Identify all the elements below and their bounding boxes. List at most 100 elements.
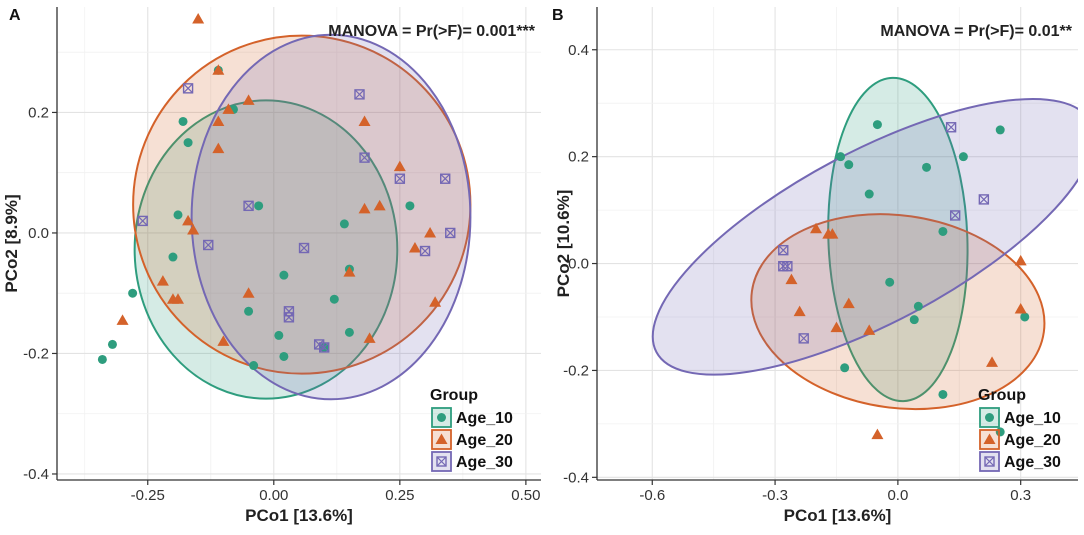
point-age-30 — [778, 261, 789, 272]
point-age-10 — [254, 201, 264, 211]
panel-a: -0.25 0.00 0.25 0.50 -0.4 -0.2 0.0 0.2 PCo1 [13.… — [2, 7, 541, 525]
legend-item-age-10: Age_10 — [979, 407, 1061, 428]
point-age-30 — [319, 342, 330, 353]
point-age-10 — [249, 361, 259, 371]
point-age-10 — [183, 138, 193, 148]
legend-marker — [983, 433, 996, 444]
point-age-10 — [844, 160, 854, 170]
legend: Group Age_10 Age_20 Age_30 — [430, 387, 513, 472]
legend-item-age-20: Age_20 — [431, 429, 513, 450]
point-age-20 — [343, 266, 356, 277]
ellipse-age-10 — [827, 76, 969, 403]
y-tick-label: 0.2 — [28, 104, 49, 121]
point-age-10 — [329, 294, 339, 304]
point-age-30 — [354, 89, 365, 100]
x-tick-label: -0.6 — [639, 487, 665, 504]
point-age-30 — [203, 239, 214, 251]
point-age-10 — [344, 327, 354, 337]
point-age-10 — [279, 351, 289, 361]
y-tick-label: -0.4 — [23, 466, 49, 483]
legend-item-age-30: Age_30 — [979, 451, 1061, 472]
point-age-10 — [922, 162, 932, 172]
x-axis-label: PCo1 [13.6%] — [245, 506, 353, 525]
confidence-ellipses — [651, 76, 1078, 411]
point-age-10 — [913, 301, 923, 311]
point-age-10 — [244, 306, 254, 316]
point-age-30 — [440, 173, 451, 184]
point-age-30 — [243, 200, 254, 212]
point-age-10 — [864, 189, 874, 199]
series-age-30 — [778, 122, 990, 344]
point-age-20 — [242, 94, 255, 105]
x-tick-label: -0.25 — [131, 487, 165, 504]
point-age-10 — [128, 288, 138, 298]
point-age-30 — [359, 152, 370, 163]
series-age-30 — [137, 83, 456, 353]
legend-title: Group — [430, 387, 478, 404]
point-age-20 — [793, 305, 806, 317]
point-age-20 — [212, 115, 225, 126]
point-age-10 — [872, 120, 882, 130]
plot-background — [597, 7, 1078, 480]
point-age-20 — [212, 64, 225, 75]
point-age-10 — [938, 226, 948, 236]
y-tick-label: 0.2 — [568, 149, 589, 166]
point-age-10 — [1020, 312, 1030, 322]
ellipse-age-30 — [190, 33, 472, 401]
x-tick-label: 0.3 — [1010, 487, 1031, 504]
x-tick-label: 0.50 — [511, 487, 540, 504]
point-age-10 — [168, 252, 178, 262]
ellipse-age-30 — [651, 97, 1078, 376]
legend-label: Age_30 — [1004, 454, 1061, 471]
point-age-30 — [394, 173, 406, 184]
point-age-20 — [363, 332, 376, 343]
point-age-10 — [958, 152, 968, 162]
point-age-20 — [1014, 254, 1027, 266]
legend-marker — [435, 433, 448, 444]
manova-annotation: MANOVA = Pr(>F)= 0.001*** — [328, 23, 536, 40]
manova-annotation: MANOVA = Pr(>F)= 0.01** — [880, 23, 1072, 40]
point-age-20 — [192, 13, 205, 24]
point-age-20 — [826, 228, 839, 239]
legend: Group Age_10 Age_20 Age_30 — [978, 387, 1061, 472]
point-age-10 — [173, 210, 183, 220]
legend-item-age-20: Age_20 — [979, 429, 1061, 450]
point-age-20 — [842, 297, 855, 309]
point-age-20 — [986, 356, 999, 367]
x-tick-label: 0.00 — [259, 487, 288, 504]
y-tick-label: -0.2 — [23, 345, 49, 362]
point-age-20 — [1014, 302, 1027, 314]
panel-label: B — [552, 7, 564, 24]
point-age-20 — [358, 115, 371, 126]
point-age-10 — [279, 270, 289, 280]
point-age-20 — [222, 103, 235, 114]
y-tick-label: 0.0 — [568, 256, 589, 273]
legend-label: Age_10 — [1004, 410, 1061, 427]
point-age-30 — [182, 83, 194, 94]
point-age-10 — [405, 201, 415, 211]
point-age-20 — [830, 321, 843, 333]
point-age-10 — [909, 315, 919, 325]
legend-title: Group — [978, 387, 1026, 404]
y-axis-label: PCo2 [10.6%] — [554, 190, 573, 298]
point-age-20 — [393, 160, 406, 172]
point-age-30 — [419, 245, 431, 257]
point-age-20 — [785, 273, 798, 285]
legend-marker — [437, 413, 446, 422]
point-age-10 — [938, 389, 948, 399]
legend-label: Age_30 — [456, 454, 513, 471]
point-age-20 — [212, 142, 225, 154]
point-age-20 — [182, 214, 195, 226]
series-age-20 — [116, 13, 442, 346]
point-age-20 — [810, 222, 823, 234]
point-age-20 — [429, 296, 442, 307]
point-age-10 — [840, 363, 850, 373]
point-age-10 — [107, 339, 117, 349]
series-age-20 — [785, 222, 1027, 440]
legend-label: Age_10 — [456, 410, 513, 427]
point-age-30 — [798, 333, 809, 344]
legend-item-age-30: Age_30 — [431, 451, 513, 472]
point-age-30 — [945, 122, 957, 133]
point-age-20 — [408, 242, 421, 253]
point-age-10 — [995, 125, 1005, 135]
